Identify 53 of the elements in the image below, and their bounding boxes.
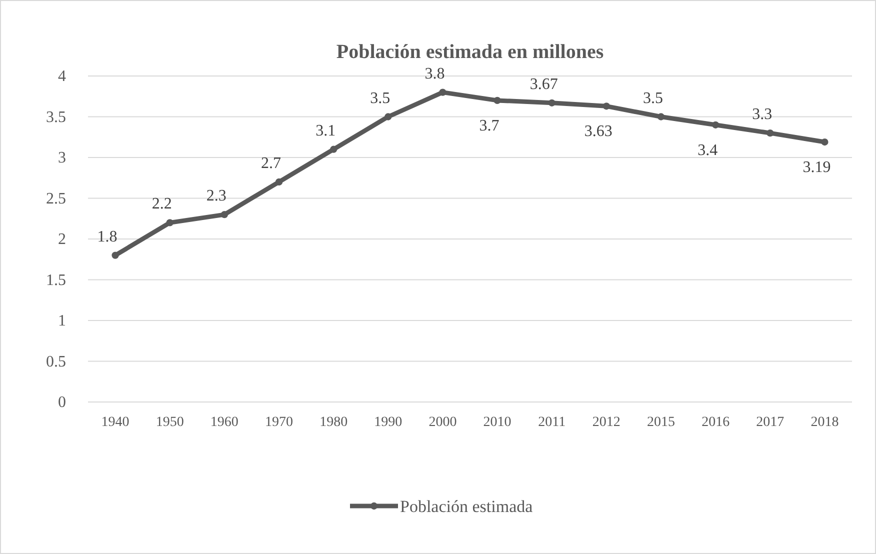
y-tick-label: 2.5 <box>46 190 66 208</box>
x-tick-label: 2017 <box>756 414 784 430</box>
data-label: 3.8 <box>424 65 445 82</box>
y-tick-label: 2 <box>58 231 66 248</box>
point <box>439 88 446 96</box>
point <box>166 219 174 226</box>
data-label: 3.19 <box>802 159 831 176</box>
data-label: 2.3 <box>206 188 226 205</box>
point <box>657 113 665 120</box>
x-tick-label: 1980 <box>320 414 348 430</box>
y-tick-label: 0 <box>58 394 66 412</box>
x-tick-label: 1990 <box>374 414 402 430</box>
data-label: 3.67 <box>530 76 558 93</box>
data-label: 3.3 <box>752 106 772 124</box>
x-tick-label: 1940 <box>101 414 130 430</box>
point <box>275 178 283 186</box>
y-tick-label: 0.5 <box>46 353 66 370</box>
point <box>821 138 828 146</box>
y-tick-label: 4 <box>58 68 66 86</box>
data-label: 3.5 <box>370 90 390 107</box>
point <box>712 121 720 128</box>
data-label: 3.7 <box>479 117 500 134</box>
data-label: 3.5 <box>643 90 663 107</box>
x-tick-label: 2016 <box>702 414 730 430</box>
x-tick-label: 2015 <box>647 414 675 430</box>
point <box>220 210 228 218</box>
data-label: 1.8 <box>97 228 118 246</box>
point <box>602 102 610 110</box>
chart-title: Población estimada en millones <box>336 41 604 63</box>
y-tick-label: 3 <box>58 150 66 167</box>
point <box>766 129 774 137</box>
x-tick-label: 2010 <box>483 414 512 430</box>
data-label: 2.2 <box>152 196 172 213</box>
point <box>112 252 119 259</box>
x-tick-label: 1960 <box>210 414 238 430</box>
y-tick-label: 3.5 <box>46 108 66 126</box>
point <box>494 96 501 104</box>
data-label: 3.1 <box>316 122 336 140</box>
x-tick-label: 2018 <box>810 414 839 430</box>
x-tick-label: 1970 <box>265 414 293 430</box>
x-tick-label: 2012 <box>592 414 620 430</box>
x-tick-label: 1950 <box>156 414 184 430</box>
data-label: 3.63 <box>584 123 612 140</box>
point <box>548 99 556 106</box>
x-tick-label: 2011 <box>538 414 566 430</box>
x-tick-label: 2000 <box>428 414 457 430</box>
data-label: 2.7 <box>261 154 281 172</box>
y-tick-label: 1 <box>58 312 66 330</box>
data-label: 3.4 <box>698 142 718 159</box>
point <box>384 113 392 120</box>
point <box>330 146 338 153</box>
y-tick-label: 1.5 <box>46 272 66 289</box>
legend-label: Población estimada <box>400 497 534 516</box>
